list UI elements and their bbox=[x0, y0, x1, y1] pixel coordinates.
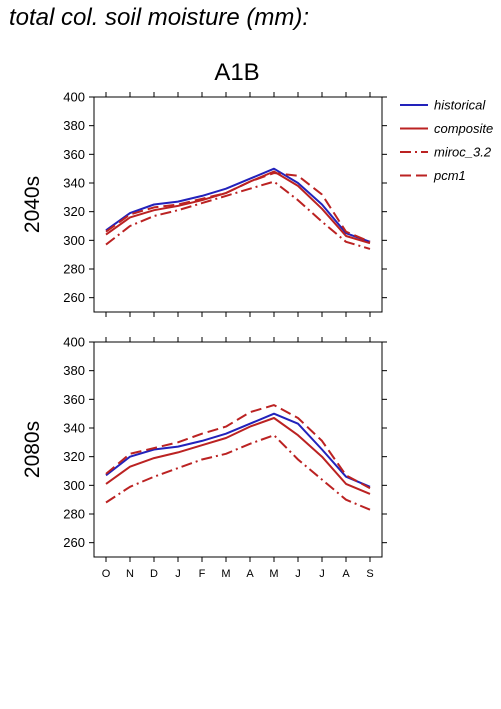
x-tick-label: M bbox=[269, 568, 278, 580]
y-tick-label: 260 bbox=[63, 290, 85, 305]
legend: historical composite miroc_3.2 pcm1 bbox=[400, 98, 493, 183]
x-tick-label: N bbox=[126, 568, 134, 580]
plot-frame bbox=[93, 341, 383, 558]
x-tick-label: A bbox=[246, 568, 254, 580]
x-tick-label: S bbox=[366, 568, 373, 580]
page-title: total col. soil moisture (mm): bbox=[9, 4, 310, 31]
series-line-miroc_3.2 bbox=[105, 434, 371, 511]
x-tick-label: F bbox=[199, 568, 206, 580]
x-tick-label: J bbox=[175, 568, 181, 580]
series-line-historical bbox=[105, 167, 371, 243]
y-tick-label: 400 bbox=[63, 335, 85, 350]
y-tick-label: 300 bbox=[63, 478, 85, 493]
panels-layer: 260 280 300 320 340 360 380 400 2040s 260 280 300 32… bbox=[21, 90, 387, 580]
x-tick-label: J bbox=[319, 568, 325, 580]
y-tick-label: 280 bbox=[63, 262, 85, 277]
y-tick-label: 300 bbox=[63, 233, 85, 248]
x-tick-label: O bbox=[102, 568, 111, 580]
y-tick-label: 320 bbox=[63, 204, 85, 219]
y-tick-label: 400 bbox=[63, 90, 85, 105]
y-tick-label: 380 bbox=[63, 363, 85, 378]
y-tick-label: 360 bbox=[63, 147, 85, 162]
panel-2040s: 260 280 300 320 340 360 380 400 2040s bbox=[21, 90, 387, 317]
x-tick-label: A bbox=[342, 568, 350, 580]
series-line-pcm1 bbox=[105, 172, 371, 243]
x-tick-label: D bbox=[150, 568, 158, 580]
y-tick-label: 380 bbox=[63, 118, 85, 133]
scenario-label: A1B bbox=[214, 59, 259, 86]
y-tick-label: 360 bbox=[63, 392, 85, 407]
legend-label-pcm1: pcm1 bbox=[433, 168, 466, 183]
series-line-historical bbox=[105, 412, 371, 488]
row-label-2080s: 2080s bbox=[21, 421, 44, 478]
y-tick-label: 280 bbox=[63, 507, 85, 522]
row-label-2040s: 2040s bbox=[21, 176, 44, 233]
series-line-composite bbox=[105, 170, 371, 245]
y-tick-label: 320 bbox=[63, 449, 85, 464]
plot-frame bbox=[93, 96, 383, 313]
y-tick-label: 340 bbox=[63, 176, 85, 191]
series-line-composite bbox=[105, 417, 371, 495]
legend-label-miroc_3.2: miroc_3.2 bbox=[434, 145, 492, 160]
y-tick-label: 340 bbox=[63, 421, 85, 436]
x-tick-label: M bbox=[221, 568, 230, 580]
series-line-miroc_3.2 bbox=[105, 180, 371, 250]
legend-label-composite: composite bbox=[434, 121, 493, 136]
legend-label-historical: historical bbox=[434, 98, 486, 113]
panel-2080s: 260 280 300 320 340 360 380 400 O N D J F M A M J J A S 2080… bbox=[21, 335, 387, 580]
series-line-pcm1 bbox=[105, 404, 371, 490]
y-tick-label: 260 bbox=[63, 535, 85, 550]
x-tick-label: J bbox=[295, 568, 301, 580]
